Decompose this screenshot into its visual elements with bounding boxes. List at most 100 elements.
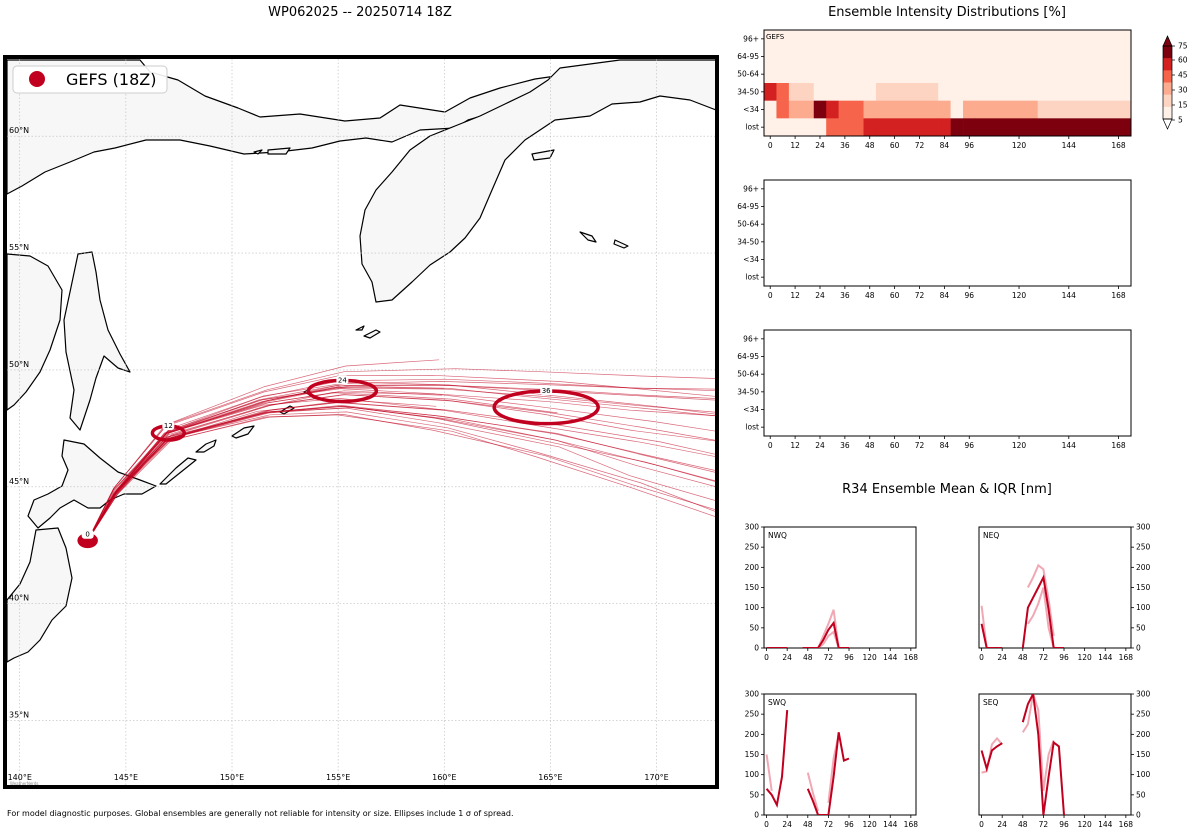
graticule	[7, 59, 716, 786]
r34-y-tick: 50	[1136, 790, 1146, 799]
forecast-hour-tick: 168	[1111, 291, 1126, 300]
r34-y-tick: 200	[745, 730, 760, 739]
r34-mean-line	[806, 732, 850, 815]
r34-mean-line	[980, 742, 1003, 773]
heatmap-cell	[938, 47, 951, 66]
heatmap-cell	[826, 83, 839, 101]
forecast-hour-tick: 96	[964, 291, 974, 300]
forecast-hour-tick: 48	[1018, 653, 1028, 662]
lat-tick-label: 55°N	[9, 243, 29, 252]
forecast-hour-tick: 48	[1018, 820, 1028, 829]
ensemble-member-track	[87, 405, 716, 541]
heatmap-cell	[813, 100, 827, 119]
sakhalin-island	[63, 251, 131, 431]
r34-mean-line	[765, 710, 789, 808]
footnote: For model diagnostic purposes. Global en…	[7, 809, 514, 818]
honshu-island	[7, 527, 73, 663]
r34-iqr-line	[981, 736, 1003, 774]
intensity-bin-label: 34-50	[737, 87, 759, 96]
heatmap-cell	[764, 83, 777, 101]
lon-tick-label: 140°E	[8, 773, 32, 782]
heatmap-cell	[863, 65, 877, 84]
colorbar-segment	[1163, 94, 1172, 108]
forecast-hour-tick: 96	[844, 653, 854, 662]
heatmap-cell	[875, 83, 939, 101]
heatmap-cell	[788, 100, 815, 119]
r34-iqr-line	[1027, 563, 1055, 637]
intensity-bin-label: 96+	[743, 184, 759, 193]
r34-y-tick: 300	[745, 690, 760, 699]
r34-mean-line	[1021, 694, 1065, 815]
forecast-hour-label: 0	[85, 531, 89, 539]
heatmap-cell	[950, 118, 964, 137]
heatmap-cell	[838, 100, 864, 119]
lon-tick-label: 165°E	[538, 773, 562, 782]
intensity-title: Ensemble Intensity Distributions [%]	[828, 5, 1066, 20]
heatmap-cell	[875, 47, 939, 66]
heatmap-cell	[788, 83, 815, 101]
intensity-distributions: GEFS 96+ 64-95 50-64 34-50 <34 lost 0 12 24 36 48 60…	[737, 29, 1188, 450]
heatmap-cell	[938, 65, 951, 84]
ensemble-tracks	[87, 359, 716, 541]
colorbar-segment	[1163, 82, 1172, 95]
heatmap-cell	[813, 30, 827, 48]
heatmap-cell	[938, 83, 951, 101]
forecast-hour-tick: 0	[979, 820, 984, 829]
heatmap-cell	[776, 30, 790, 48]
forecast-hour-tick: 168	[1119, 820, 1134, 829]
track-map: 0 12 24 36 140°E 145°E 150°E 155°E 160°E 165°E 17…	[3, 55, 719, 789]
heatmap-cell	[764, 47, 777, 66]
r34-y-tick: 100	[1136, 770, 1151, 779]
intensity-bin-label: 64-95	[737, 52, 759, 61]
lat-tick-label: 50°N	[9, 360, 29, 369]
forecast-hour-tick: 96	[964, 441, 974, 450]
ensemble-member-track	[87, 388, 716, 541]
heatmap-cell	[776, 65, 790, 84]
heatmap-cell	[1037, 100, 1132, 119]
intensity-bin-label: <34	[743, 405, 759, 414]
r34-iqr-line	[1027, 587, 1055, 648]
intensity-bin-label: 34-50	[737, 237, 759, 246]
r34-y-tick: 150	[1136, 750, 1151, 759]
intensity-bin-label: 50-64	[737, 370, 759, 379]
heatmap-cell	[950, 65, 964, 84]
forecast-hour-tick: 48	[865, 141, 875, 150]
forecast-hour-tick: 120	[1012, 291, 1027, 300]
r34-mean-line	[980, 623, 1003, 648]
heatmap-cell	[950, 47, 964, 66]
intensity-colorbar: 5 15 30 45 60 75	[1162, 35, 1188, 130]
intensity-bin-label: lost	[745, 423, 759, 432]
r34-y-tick: 200	[1136, 563, 1151, 572]
ocean-background	[7, 59, 716, 786]
forecast-hour-tick: 96	[1059, 820, 1069, 829]
forecast-hour-tick: 0	[768, 291, 773, 300]
forecast-hour-tick: 24	[815, 141, 825, 150]
colorbar-segment	[1163, 70, 1172, 83]
forecast-hour-tick: 144	[883, 820, 898, 829]
forecast-hour-tick: 0	[768, 441, 773, 450]
r34-y-tick: 300	[745, 523, 760, 532]
heatmap-cell	[838, 65, 864, 84]
lon-tick-label: 160°E	[432, 773, 456, 782]
heatmap-cell	[826, 118, 839, 137]
forecast-hour-tick: 96	[964, 141, 974, 150]
heatmap-cell	[826, 100, 839, 119]
lon-tick-label: 170°E	[644, 773, 668, 782]
watermark-logo: WeatherNerds	[10, 781, 39, 786]
ensemble-member-track	[87, 405, 716, 541]
heatmap-cell	[788, 30, 815, 48]
intensity-bin-label: 50-64	[737, 70, 759, 79]
r34-y-tick: 300	[1136, 523, 1151, 532]
heatmap-cell	[938, 118, 951, 137]
heatmap-cell	[963, 47, 976, 66]
ellipse-label-bg	[162, 421, 175, 431]
ellipse-label-bg	[540, 385, 553, 395]
forecast-hour-tick: 120	[1012, 441, 1027, 450]
r34-y-tick: 150	[745, 583, 760, 592]
ellipse-label-bg	[336, 375, 349, 385]
forecast-hour-tick: 144	[1062, 291, 1077, 300]
r34-y-tick: 150	[745, 750, 760, 759]
forecast-hour-tick: 24	[782, 820, 792, 829]
forecast-hour-tick: 168	[1111, 441, 1126, 450]
